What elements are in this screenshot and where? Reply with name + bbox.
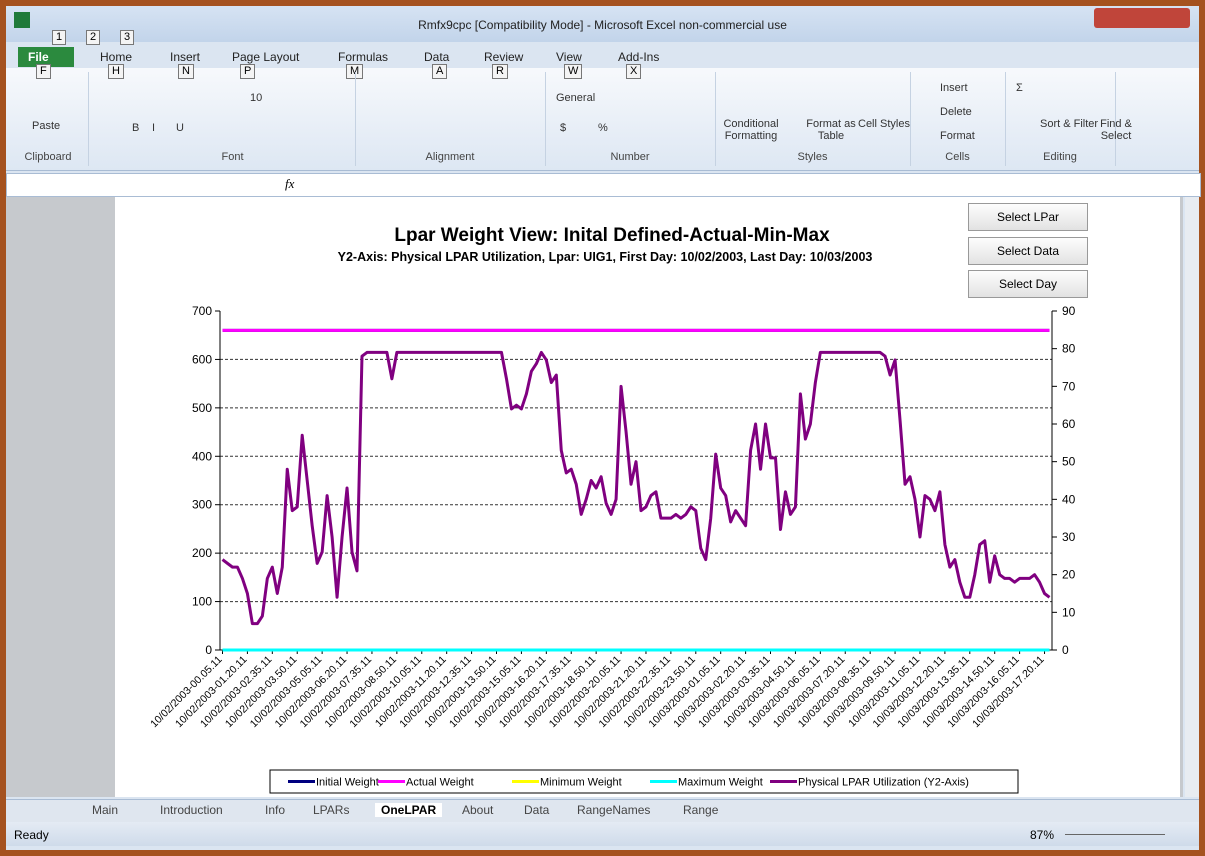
ribbon-button[interactable]: Format as Table	[800, 118, 862, 142]
ribbon-group-label: Clipboard	[8, 151, 88, 163]
y2-tick-label: 10	[1062, 605, 1076, 619]
sheet-tab[interactable]: Range	[683, 803, 718, 817]
y2-tick-label: 90	[1062, 304, 1076, 318]
ribbon-tab[interactable]: Home	[100, 50, 132, 64]
legend-label: Initial Weight	[316, 777, 379, 789]
y-tick-label: 200	[192, 546, 212, 560]
y2-tick-label: 50	[1062, 455, 1076, 469]
ribbon-tab[interactable]: File	[28, 50, 49, 64]
ribbon-button[interactable]: Insert	[940, 82, 968, 94]
sheet-tab[interactable]: About	[462, 803, 493, 817]
sheet-tab[interactable]: Main	[92, 803, 118, 817]
ribbon-group-label: Number	[545, 151, 715, 163]
y-tick-label: 300	[192, 498, 212, 512]
keytip: A	[432, 64, 447, 79]
ribbon-group-label: Styles	[715, 151, 910, 163]
y2-tick-label: 60	[1062, 417, 1076, 431]
sheet-tab[interactable]: RangeNames	[577, 803, 650, 817]
ribbon-tab[interactable]: Review	[484, 50, 523, 64]
ribbon-button[interactable]: Cell Styles	[858, 118, 910, 130]
y-tick-label: 700	[192, 304, 212, 318]
y-tick-label: 400	[192, 449, 212, 463]
y-tick-label: 100	[192, 595, 212, 609]
ribbon-tab[interactable]: Add-Ins	[618, 50, 659, 64]
ribbon-group-label: Alignment	[355, 151, 545, 163]
status-mode: Ready	[14, 828, 49, 842]
ribbon-group-label: Font	[110, 151, 355, 163]
group-separator	[88, 72, 89, 166]
ribbon-button[interactable]: %	[598, 122, 608, 134]
ribbon-button[interactable]: Format	[940, 130, 975, 142]
sheet-tab[interactable]: Info	[265, 803, 285, 817]
keytip: R	[492, 64, 508, 79]
legend-label: Minimum Weight	[540, 777, 622, 789]
status-bar	[6, 822, 1199, 846]
y2-tick-label: 20	[1062, 568, 1076, 582]
ribbon-tab[interactable]: Insert	[170, 50, 200, 64]
ribbon-button[interactable]: 10	[250, 92, 262, 104]
sheet-tab[interactable]: OneLPAR	[375, 803, 442, 817]
ribbon-button[interactable]: U	[176, 122, 184, 134]
keytip: H	[108, 64, 124, 79]
ribbon-group-label: Cells	[910, 151, 1005, 163]
y-tick-label: 600	[192, 352, 212, 366]
y-tick-label: 0	[205, 643, 212, 657]
legend-label: Maximum Weight	[678, 777, 763, 789]
zoom-level: 87%	[1030, 828, 1054, 842]
legend-label: Physical LPAR Utilization (Y2-Axis)	[798, 777, 969, 789]
ribbon-button[interactable]: Delete	[940, 106, 972, 118]
keytip: P	[240, 64, 255, 79]
sheet-tab[interactable]: Data	[524, 803, 549, 817]
keytip: F	[36, 64, 51, 79]
y2-tick-label: 80	[1062, 342, 1076, 356]
ribbon-button[interactable]: I	[152, 122, 155, 134]
ribbon-tab[interactable]: Page Layout	[232, 50, 299, 64]
y2-tick-label: 30	[1062, 530, 1076, 544]
chart: Lpar Weight View: Inital Defined-Actual-…	[0, 0, 1205, 800]
ribbon-button[interactable]: B	[132, 122, 139, 134]
keytip: W	[564, 64, 582, 79]
y-tick-label: 500	[192, 401, 212, 415]
ribbon-button[interactable]: Conditional Formatting	[720, 118, 782, 142]
y2-tick-label: 70	[1062, 379, 1076, 393]
ribbon-button[interactable]: Find & Select	[1085, 118, 1147, 142]
y2-tick-label: 40	[1062, 492, 1076, 506]
ribbon-group-label: Editing	[1005, 151, 1115, 163]
keytip: N	[178, 64, 194, 79]
sheet-tab[interactable]: LPARs	[313, 803, 349, 817]
y2-tick-label: 0	[1062, 643, 1069, 657]
sheet-tab[interactable]: Introduction	[160, 803, 223, 817]
legend-label: Actual Weight	[406, 777, 474, 789]
zoom-slider[interactable]	[1065, 834, 1165, 835]
ribbon-button[interactable]: Paste	[32, 120, 60, 132]
ribbon-tab[interactable]: View	[556, 50, 582, 64]
series-line	[222, 352, 1049, 623]
ribbon-button[interactable]: Σ	[1016, 82, 1023, 94]
ribbon-tab[interactable]: Formulas	[338, 50, 388, 64]
ribbon-button[interactable]: $	[560, 122, 566, 134]
excel-window: Rmfx9cpc [Compatibility Mode] - Microsof…	[0, 0, 1205, 856]
keytip: X	[626, 64, 641, 79]
chart-subtitle: Y2-Axis: Physical LPAR Utilization, Lpar…	[338, 250, 873, 264]
chart-title: Lpar Weight View: Inital Defined-Actual-…	[394, 225, 830, 246]
ribbon-tab[interactable]: Data	[424, 50, 449, 64]
ribbon-button[interactable]: General	[556, 92, 595, 104]
